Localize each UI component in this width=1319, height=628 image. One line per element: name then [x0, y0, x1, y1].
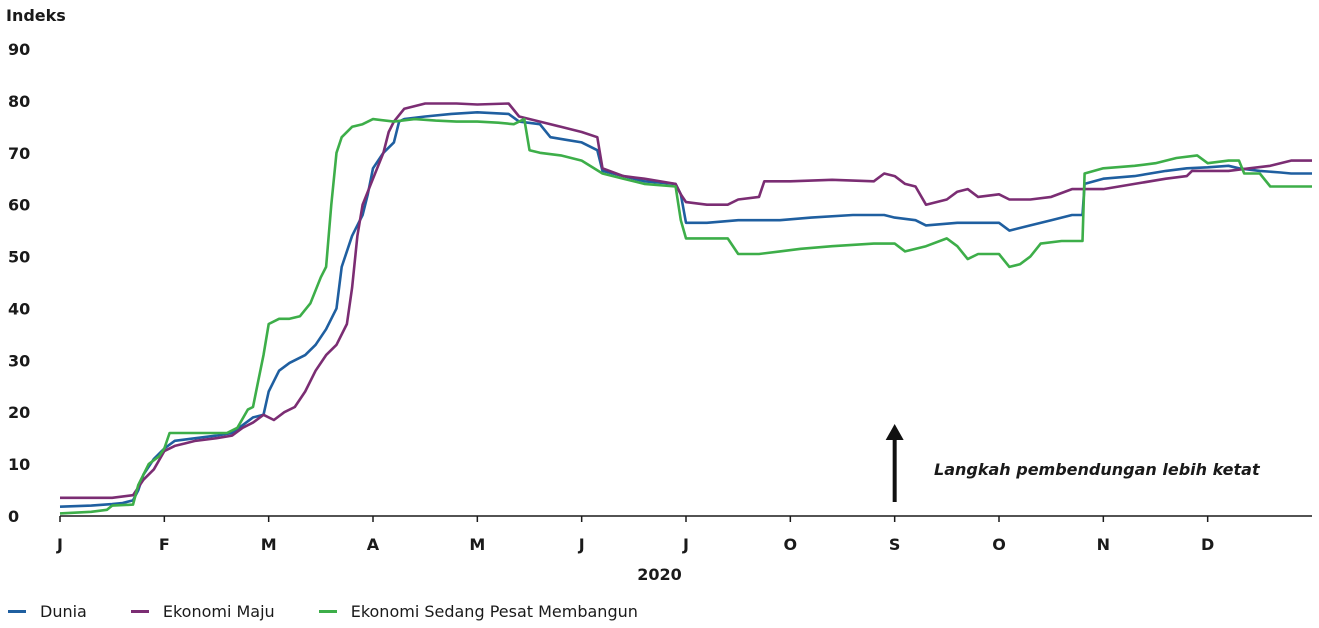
- x-tick-label: J: [578, 535, 585, 554]
- legend-swatch: [8, 610, 26, 613]
- legend-label: Dunia: [40, 602, 87, 621]
- x-tick-label: J: [682, 535, 689, 554]
- series-line-dunia: [59, 111, 1312, 508]
- y-tick-label: 50: [8, 248, 30, 267]
- x-tick-label: M: [469, 535, 485, 554]
- y-tick-label: 70: [8, 144, 30, 163]
- annotation-text: Langkah pembendungan lebih ketat: [934, 460, 1260, 479]
- legend-item-ekonomi-berkembang: Ekonomi Sedang Pesat Membangun: [318, 602, 638, 621]
- legend-label: Ekonomi Maju: [162, 602, 275, 621]
- y-tick-label: 30: [8, 351, 30, 370]
- y-axis-label: Indeks: [6, 6, 66, 25]
- x-tick-label: D: [1201, 535, 1214, 554]
- legend-item-dunia: Dunia: [8, 602, 87, 621]
- x-tick-label: F: [159, 535, 170, 554]
- y-tick-label: 80: [8, 92, 30, 111]
- legend-label: Ekonomi Sedang Pesat Membangun: [350, 602, 638, 621]
- y-tick-label: 90: [8, 40, 30, 59]
- y-tick-label: 40: [8, 299, 30, 318]
- series-line-ekonomi-maju: [60, 102, 1312, 500]
- x-axis-label: 2020: [637, 565, 682, 584]
- legend-item-ekonomi-maju: Ekonomi Maju: [130, 602, 275, 621]
- x-tick-label: A: [367, 535, 380, 554]
- y-tick-label: 20: [8, 403, 30, 422]
- y-tick-label: 0: [8, 507, 19, 526]
- annotation-arrow-head: [885, 424, 904, 440]
- x-tick-label: N: [1097, 535, 1110, 554]
- y-tick-label: 60: [8, 196, 30, 215]
- legend-swatch: [130, 610, 149, 613]
- legend: Dunia Ekonomi Maju Ekonomi Sedang Pesat …: [8, 602, 638, 621]
- x-tick-label: M: [261, 535, 277, 554]
- x-tick-label: O: [992, 535, 1006, 554]
- legend-swatch: [318, 610, 337, 613]
- x-tick-label: J: [56, 535, 63, 554]
- x-tick-label: S: [889, 535, 901, 554]
- series-line-ekonomi-berkembang: [59, 117, 1312, 515]
- y-tick-label: 10: [8, 455, 30, 474]
- x-tick-label: O: [784, 535, 798, 554]
